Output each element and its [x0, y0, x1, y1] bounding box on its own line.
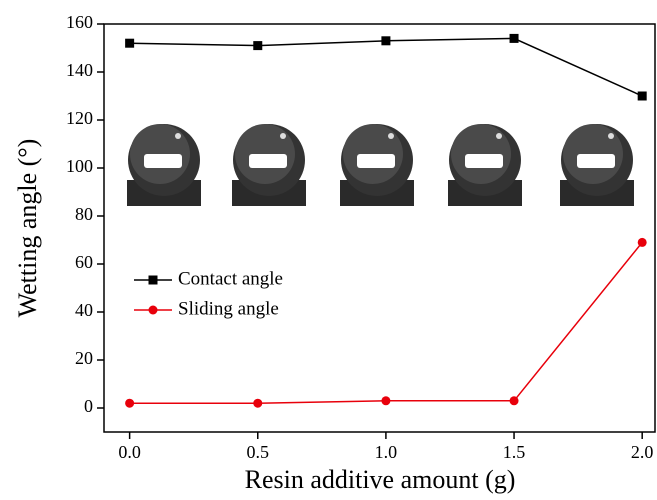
- marker: [509, 396, 519, 406]
- marker: [253, 41, 263, 51]
- marker: [509, 33, 519, 43]
- x-axis-label: Resin additive amount (g): [245, 465, 516, 494]
- y-tick-label: 20: [75, 348, 93, 368]
- series-line: [129, 37, 643, 97]
- legend-label: Sliding angle: [178, 298, 279, 319]
- legend-marker: [148, 275, 158, 285]
- y-axis-label: Wetting angle (°): [13, 139, 42, 318]
- marker: [125, 38, 135, 48]
- x-tick-label: 0.5: [247, 442, 270, 462]
- droplet-images: [127, 124, 634, 206]
- y-tick-label: 60: [75, 252, 93, 272]
- series-line: [129, 241, 643, 404]
- droplet: [448, 124, 522, 206]
- legend-item: Contact angle: [134, 268, 283, 289]
- x-tick-label: 1.5: [503, 442, 526, 462]
- y-tick-label: 0: [84, 396, 93, 416]
- droplet: [127, 124, 201, 206]
- x-tick-label: 0.0: [118, 442, 141, 462]
- marker: [381, 396, 391, 406]
- legend-label: Contact angle: [178, 268, 283, 289]
- y-tick-label: 140: [66, 60, 93, 80]
- legend-marker: [148, 305, 158, 315]
- plot-frame: [103, 23, 656, 433]
- series: [125, 237, 647, 408]
- droplet: [340, 124, 414, 206]
- legend-item: Sliding angle: [134, 298, 279, 319]
- y-tick-label: 100: [66, 156, 93, 176]
- y-tick-label: 40: [75, 300, 93, 320]
- y-tick-label: 160: [66, 12, 93, 32]
- x-tick-label: 1.0: [375, 442, 398, 462]
- marker: [637, 91, 647, 101]
- x-tick-label: 2.0: [631, 442, 654, 462]
- marker: [125, 398, 135, 408]
- marker: [253, 398, 263, 408]
- series: [125, 33, 647, 101]
- y-tick-label: 120: [66, 108, 93, 128]
- y-tick-label: 80: [75, 204, 93, 224]
- marker: [637, 237, 647, 247]
- marker: [381, 36, 391, 46]
- droplet: [232, 124, 306, 206]
- droplet: [560, 124, 634, 206]
